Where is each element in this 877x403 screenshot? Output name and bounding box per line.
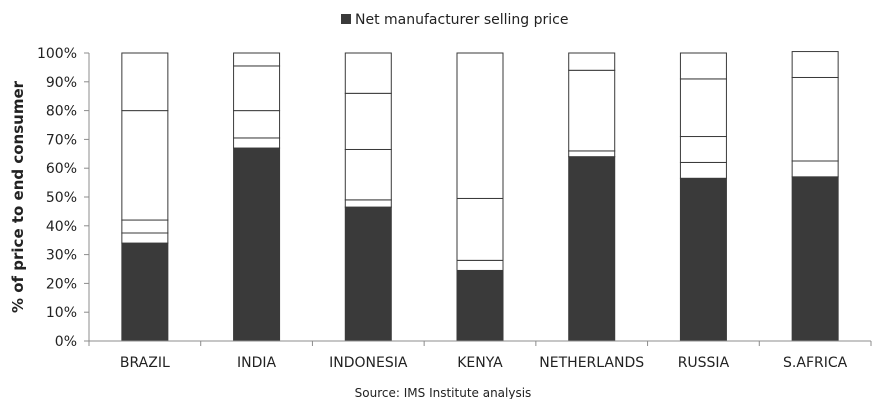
x-tick-label: INDIA [237,355,277,371]
bar-segment-brazil-1 [121,232,169,244]
y-tick-label: 40% [46,219,77,235]
bar-segment-indonesia-2 [344,148,392,201]
y-axis: 0% 10% 20% 30% 40% 50% 60% 70% 80% 90% 100% [37,46,89,350]
bar-segment-india-2 [233,110,281,139]
bar-segment-safrica-1 [791,160,839,178]
bar-segment-india-4 [233,52,281,67]
bar-segment-russia-0 [679,177,727,342]
bar-segment-india-3 [233,65,281,112]
x-tick-label: S.AFRICA [783,355,848,371]
bar-segment-netherlands-3 [568,52,616,71]
bar-segment-kenya-2 [456,197,504,261]
bar-segment-indonesia-4 [344,52,392,94]
bar-segment-kenya-3 [456,52,504,199]
source-note: Source: IMS Institute analysis [355,386,532,399]
bar-segment-brazil-4 [121,52,169,112]
y-tick-label: 30% [46,248,77,264]
bar-segment-kenya-0 [456,269,504,342]
bar-segment-netherlands-2 [568,69,616,152]
legend-swatch [341,14,351,24]
axes [88,53,872,346]
bar-segment-russia-2 [679,136,727,163]
bar-segment-brazil-0 [121,242,169,342]
y-tick-label: 20% [46,276,77,292]
x-tick-label: RUSSIA [678,355,730,371]
bar-segment-netherlands-0 [568,156,616,342]
bars [121,51,839,342]
bar-segment-netherlands-1 [568,150,616,158]
bar-segment-kenya-1 [456,259,504,271]
bar-segment-india-0 [233,147,281,342]
x-tick-label: BRAZIL [120,355,170,371]
x-tick-label: INDONESIA [329,355,408,371]
bar-segment-brazil-3 [121,110,169,221]
y-axis-title: % of price to end consumer [9,80,27,313]
y-tick-label: 90% [46,75,77,91]
bar-segment-russia-1 [679,161,727,179]
bar-segment-safrica-2 [791,76,839,162]
y-tick-label: 10% [46,305,77,321]
y-tick-label: 0% [55,334,77,350]
bar-segment-russia-4 [679,52,727,80]
bar-segment-india-1 [233,137,281,149]
bar-segment-indonesia-1 [344,199,392,208]
bar-segment-russia-3 [679,78,727,138]
y-tick-label: 100% [37,46,77,62]
legend-label: Net manufacturer selling price [355,12,568,28]
bar-segment-safrica-0 [791,176,839,342]
x-axis: BRAZIL INDIA INDONESIA KENYA NETHERLANDS RUSS… [120,355,848,371]
y-tick-label: 80% [46,104,77,120]
y-tick-label: 70% [46,132,77,148]
bar-segment-indonesia-0 [344,206,392,342]
y-tick-label: 60% [46,161,77,177]
bar-segment-brazil-2 [121,219,169,234]
bar-segment-indonesia-3 [344,92,392,150]
x-tick-label: NETHERLANDS [539,355,644,371]
x-tick-label: KENYA [457,355,503,371]
bar-segment-safrica-3 [791,51,839,78]
legend: Net manufacturer selling price [341,12,568,28]
y-tick-label: 50% [46,190,77,206]
